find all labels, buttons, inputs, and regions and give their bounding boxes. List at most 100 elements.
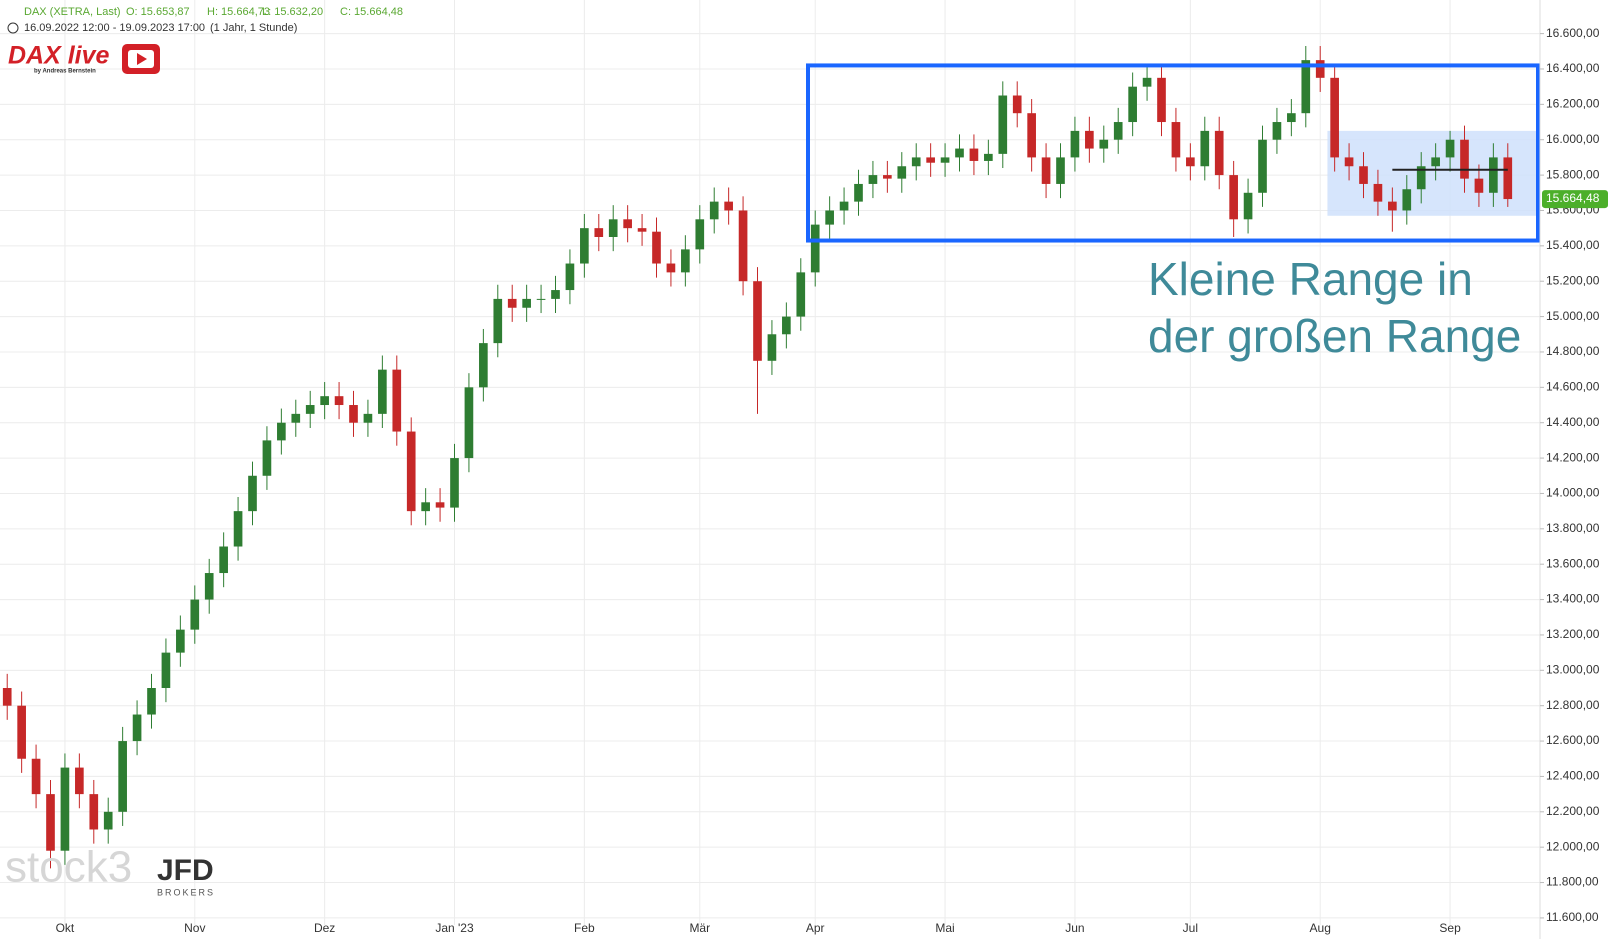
logo-text: DAX live [8,42,110,70]
candle-body [1287,113,1296,123]
logo: DAX live by Andreas Bernstein [8,42,160,75]
header: DAX (XETRA, Last) O: 15.653,87 H: 15.664… [7,6,403,34]
candle-body [219,546,228,574]
candle-body [1431,157,1440,167]
candle-body [724,201,733,211]
y-tick-label: 15.400,00 [1546,238,1600,252]
y-tick-label: 11.800,00 [1546,875,1599,889]
candle-body [984,153,993,161]
candle-body [810,224,820,273]
candle-body [176,629,185,653]
quote: O: 15.653,87 [126,6,190,18]
y-tick-label: 16.200,00 [1546,97,1600,111]
period: (1 Jahr, 1 Stunde) [210,22,297,34]
x-tick-label: Jul [1183,921,1198,935]
candles [2,45,1513,869]
candle-body [1070,130,1080,158]
candle-body [204,573,214,600]
candle-body [1402,189,1412,211]
y-tick-label: 13.400,00 [1546,592,1600,606]
candle-body [248,475,257,512]
candle-body [1157,77,1166,123]
y-tick-label: 13.800,00 [1546,521,1600,535]
y-tick-label: 14.600,00 [1546,380,1600,394]
candle-body [1460,139,1469,179]
candle-body [551,290,560,299]
last-price-label: 15.664,48 [1546,191,1600,205]
candle-body [450,458,459,508]
annotation-line: der großen Range [1148,310,1521,362]
candle-body [1416,166,1426,190]
candle-body [378,369,387,414]
candle-body [2,688,12,706]
subtitle: 16.09.2022 12:00 - 19.09.2023 17:00 [24,22,205,34]
candle-body [363,413,373,423]
title: DAX (XETRA, Last) [24,6,121,18]
candle-body [262,440,272,476]
y-tick-label: 14.400,00 [1546,415,1600,429]
overlay [806,63,1540,243]
candle-body [161,652,171,689]
broker: JFD [157,854,214,887]
watermark: stock3 JFD BROKERS [5,843,214,898]
candle-body [594,228,604,237]
candle-body [1027,113,1036,158]
candle-body [1099,139,1109,149]
candle-body [911,157,921,167]
y-tick-label: 12.600,00 [1546,733,1600,747]
quote: C: 15.664,48 [340,6,403,18]
candle-body [1200,130,1210,167]
candle-body [969,148,979,161]
candle-body [580,228,589,264]
candle-body [652,231,661,264]
logo-byline: by Andreas Bernstein [34,69,96,75]
logo-play [137,53,147,65]
y-tick-label: 13.200,00 [1546,627,1600,641]
candle-body [1344,157,1354,167]
candle-body [277,422,286,441]
candle-body [60,767,70,851]
candle-body [493,298,503,344]
candle-body [1388,201,1397,211]
candle-body [1445,139,1455,158]
candle-body [334,396,344,406]
candle-body [103,811,113,830]
candle-body [421,502,430,512]
candle-body [1142,77,1152,87]
y-tick-label: 16.600,00 [1546,26,1600,40]
x-tick-label: Feb [574,921,595,935]
clock-icon [7,22,19,34]
candle-body [940,157,950,163]
candle-body [464,387,474,459]
candle-body [1301,60,1311,114]
candle-body [738,210,748,282]
candle-body [565,263,575,291]
candle-body [479,343,488,388]
candle-body [623,219,632,229]
y-tick-label: 14.200,00 [1546,450,1600,464]
candle-body [291,413,301,423]
candle-body [1373,183,1383,202]
candle-body [955,148,964,158]
candle-body [1186,157,1195,167]
watermark-text: stock3 [5,843,132,892]
candle-body [825,210,834,225]
candle-body [435,502,445,508]
candle-body [897,166,907,179]
range-box [806,63,1540,243]
x-tick-label: Mär [689,921,710,935]
candle-body [1272,122,1282,140]
candle-body [233,511,243,547]
quote: L: 15.632,20 [262,6,323,18]
candle-body [695,219,705,250]
x-tick-label: Nov [184,921,205,935]
y-tick-label: 15.200,00 [1546,273,1600,287]
candle-body [868,175,878,184]
candle-body [118,741,127,812]
candle-body [796,272,806,317]
candle-body [320,396,329,406]
candle-body [31,758,41,795]
candle-body [507,298,517,308]
x-tick-label: Sep [1439,921,1461,935]
